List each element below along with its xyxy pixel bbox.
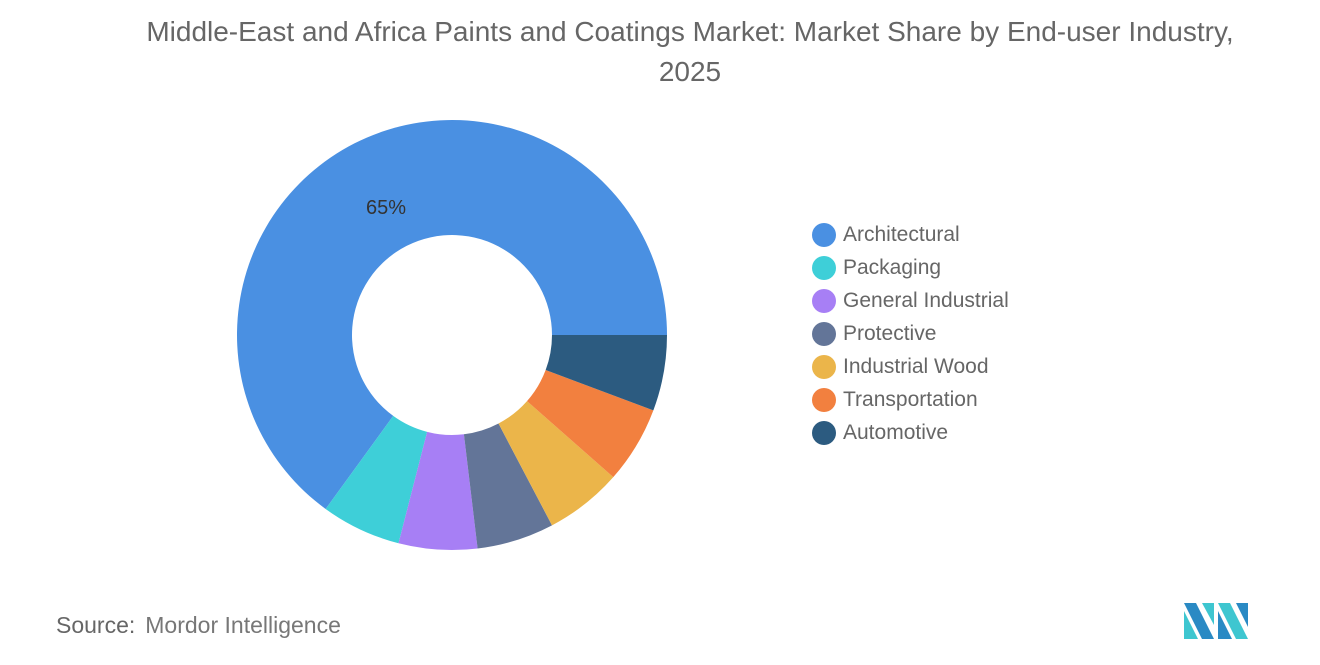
source-value: Mordor Intelligence <box>145 612 341 638</box>
legend-item[interactable]: General Industrial <box>812 284 1009 317</box>
legend-label: Packaging <box>843 255 942 279</box>
legend-item[interactable]: Automotive <box>812 416 1009 449</box>
legend: Architectural Packaging General Industrial… <box>812 218 1009 449</box>
source-label: Source: <box>56 612 136 638</box>
legend-label: Architectural <box>843 222 960 246</box>
legend-label: General Industrial <box>843 288 1009 312</box>
slice-protective <box>463 423 553 549</box>
mordor-logo <box>1184 603 1248 639</box>
legend-marker <box>812 321 836 346</box>
legend-item[interactable]: Transportation <box>812 383 1009 416</box>
legend-item[interactable]: Protective <box>812 317 1009 350</box>
source-note: Source: Mordor Intelligence <box>56 612 341 639</box>
legend-marker <box>812 354 836 379</box>
legend-label: Protective <box>843 321 937 345</box>
legend-marker <box>812 255 836 280</box>
slice-transportation <box>527 370 654 478</box>
legend-marker <box>812 222 836 247</box>
legend-item[interactable]: Packaging <box>812 251 1009 284</box>
legend-label: Transportation <box>843 387 978 411</box>
chart-title: Middle-East and Africa Paints and Coatin… <box>146 16 1234 87</box>
legend-marker <box>812 387 836 412</box>
legend-marker <box>812 420 836 445</box>
legend-label: Automotive <box>843 420 949 444</box>
slice-industrial-wood <box>498 401 614 526</box>
slice-packaging <box>325 415 428 544</box>
slice-automotive <box>545 335 667 411</box>
slice-architectural <box>237 120 667 509</box>
data-label: 65% <box>366 197 406 219</box>
legend-item[interactable]: Architectural <box>812 218 1009 251</box>
slice-general-industrial <box>398 431 478 551</box>
legend-label: Industrial Wood <box>843 354 989 378</box>
legend-marker <box>812 288 836 313</box>
legend-item[interactable]: Industrial Wood <box>812 350 1009 383</box>
